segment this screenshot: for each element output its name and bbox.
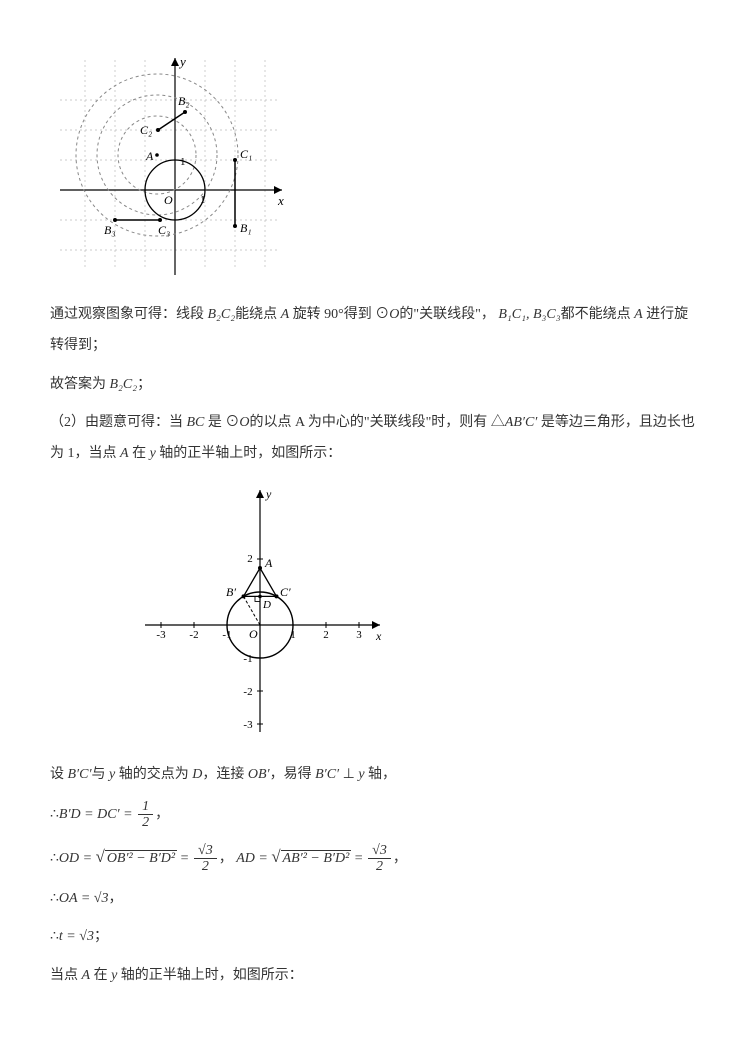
label-B2: B₂	[178, 94, 190, 108]
paragraph-setup-D: 设 B′C′与 y 轴的交点为 D，连接 OB′，易得 B′C′ ⊥ y 轴，	[50, 760, 700, 791]
label-B1: B₁	[240, 221, 252, 235]
svg-text:1: 1	[290, 629, 296, 641]
label-A2: A	[264, 556, 273, 570]
label-O: O	[164, 193, 173, 207]
paragraph-observation: 通过观察图象可得：线段 B₂C₂能绕点 A 旋转 90°得到 ⊙O的"关联线段"…	[50, 300, 700, 362]
label-B3: B₃	[104, 223, 116, 237]
diagram-2-svg: -3 -2 -1 1 2 3 2 -1 -2 -3 A B′ C′ D O x …	[130, 480, 390, 740]
svg-text:-3: -3	[243, 719, 253, 731]
svg-text:-1: -1	[222, 629, 231, 641]
figure-1: A B₂ C₂ C₁ B₁ B₃ C₃ O 1 1 x y	[50, 50, 700, 280]
seg-others: B₁C₁, B₃C₃	[498, 307, 560, 322]
equation-BD: ∴B′D = DC′ = 12，	[50, 799, 700, 831]
label-C3: C₃	[158, 223, 170, 237]
label-D: D	[262, 599, 271, 611]
equation-OD-AD: ∴OD = √OB′² − B′D² = √32， AD = √AB′² − B…	[50, 839, 700, 876]
paragraph-answer: 故答案为 B₂C₂；	[50, 370, 700, 401]
label-C1: C₁	[240, 147, 252, 161]
diagram-1-svg: A B₂ C₂ C₁ B₁ B₃ C₃ O 1 1 x y	[50, 50, 290, 280]
svg-text:2: 2	[323, 629, 329, 641]
svg-text:3: 3	[356, 629, 362, 641]
label-C2: C₂	[140, 123, 152, 137]
label-Bp: B′	[226, 585, 236, 599]
axis-y: y	[178, 54, 186, 69]
answer-b2c2: B₂C₂	[110, 377, 138, 392]
tick-x1: 1	[200, 194, 206, 206]
paragraph-next-case: 当点 A 在 y 轴的正半轴上时，如图所示：	[50, 961, 700, 992]
equation-t: ∴t = √3；	[50, 922, 700, 953]
paragraph-part2: （2）由题意可得：当 BC 是 ⊙O的以点 A 为中心的"关联线段"时，则有 △…	[50, 408, 700, 470]
figure-2: -3 -2 -1 1 2 3 2 -1 -2 -3 A B′ C′ D O x …	[130, 480, 700, 740]
svg-text:-3: -3	[156, 629, 166, 641]
label-A: A	[145, 149, 154, 163]
svg-text:-2: -2	[243, 686, 252, 698]
axis-x: x	[277, 193, 284, 208]
axis-y2: y	[265, 487, 272, 501]
equation-OA: ∴OA = √3，	[50, 884, 700, 915]
seg-b2c2: B₂C₂	[208, 307, 236, 322]
label-Cp: C′	[280, 585, 291, 599]
svg-text:-1: -1	[243, 653, 252, 665]
svg-text:-2: -2	[189, 629, 198, 641]
axis-x2: x	[375, 629, 382, 643]
tick-y1: 1	[180, 156, 186, 168]
svg-text:2: 2	[247, 553, 253, 565]
label-O2: O	[249, 627, 258, 641]
